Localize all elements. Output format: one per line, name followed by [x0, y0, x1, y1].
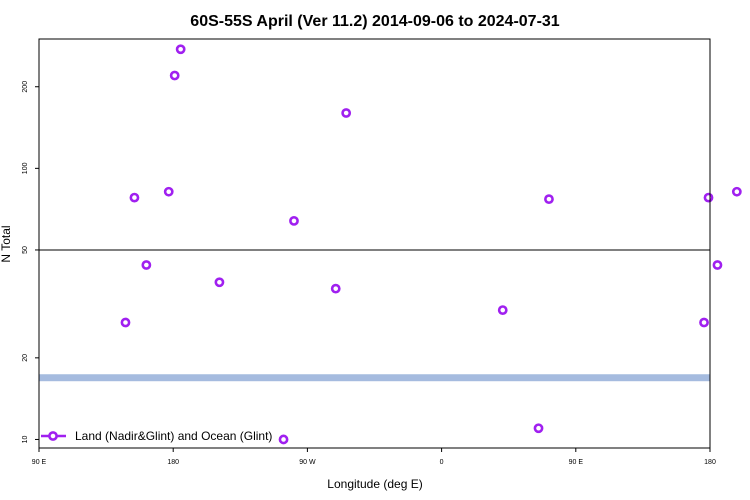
y-tick-label: 20	[22, 354, 29, 362]
data-point	[129, 192, 140, 203]
y-tick-label: 200	[22, 81, 29, 93]
data-point	[120, 317, 131, 328]
data-point	[731, 186, 742, 197]
x-axis-label: Longitude (deg E)	[327, 477, 422, 491]
data-point	[497, 305, 508, 316]
x-tick-label: 180	[167, 459, 179, 466]
data-point	[163, 186, 174, 197]
data-point	[289, 215, 299, 226]
x-axis: 90 E 180 90 W 0 90 E 180	[32, 448, 716, 466]
x-tick-label: 180	[704, 459, 716, 466]
data-point	[703, 192, 714, 203]
chart-title: 60S-55S April (Ver 11.2) 2014-09-06 to 2…	[190, 13, 560, 30]
data-point	[278, 434, 289, 445]
x-tick-label: 90 E	[569, 459, 584, 466]
data-point	[330, 283, 341, 294]
y-axis: 10 20 50 100 200	[22, 81, 39, 443]
coverage-band	[39, 374, 710, 382]
y-tick-label: 50	[22, 246, 29, 254]
y-axis-label: N Total	[0, 225, 13, 262]
data-point	[169, 70, 180, 81]
data-point	[699, 317, 709, 328]
data-point	[533, 423, 544, 434]
data-point	[175, 44, 186, 55]
data-point	[214, 277, 225, 288]
legend: Land (Nadir&Glint) and Ocean (Glint)	[41, 429, 272, 443]
legend-label: Land (Nadir&Glint) and Ocean (Glint)	[75, 429, 272, 443]
data-point	[141, 260, 152, 270]
data-point	[712, 260, 723, 270]
x-tick-label: 0	[440, 459, 444, 466]
y-tick-label: 100	[22, 162, 29, 174]
data-point	[341, 108, 352, 118]
plot-frame	[38, 38, 711, 449]
x-tick-label: 90 W	[299, 459, 316, 466]
y-tick-label: 10	[22, 435, 29, 443]
legend-marker	[48, 431, 58, 441]
plot-content	[39, 44, 742, 445]
data-point	[544, 194, 554, 205]
x-tick-label: 90 E	[32, 459, 47, 466]
